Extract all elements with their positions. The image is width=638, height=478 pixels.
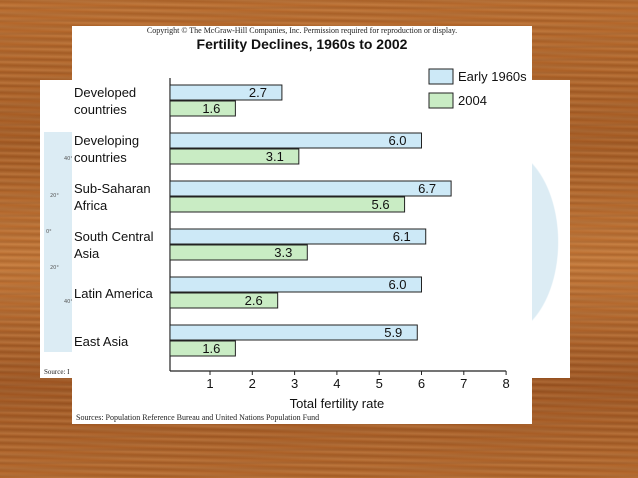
legend-swatch — [428, 68, 454, 85]
bar-value-label: 2.6 — [245, 293, 263, 308]
category-label: countries — [74, 102, 127, 117]
category-label: East Asia — [74, 334, 129, 349]
bar-value-label: 6.1 — [393, 229, 411, 244]
x-tick-label: 5 — [376, 376, 383, 391]
bar-early — [169, 180, 452, 197]
lat-label: 20° — [50, 265, 59, 271]
bar-chart: 1 2 3 4 5 6 7 8 Total fertility rate Developed cou… — [74, 68, 527, 411]
bar-value-label: 5.6 — [372, 197, 390, 212]
category-label: Asia — [74, 246, 100, 261]
bar-recent — [169, 244, 308, 261]
lat-label: 40° — [64, 299, 73, 305]
x-tick-label: 8 — [502, 376, 509, 391]
category-label: Developing — [74, 133, 139, 148]
lat-label: 40° — [64, 156, 73, 162]
bar-recent — [169, 148, 300, 165]
lat-label: 0° — [46, 229, 52, 235]
copyright-notice: Copyright © The McGraw-Hill Companies, I… — [146, 26, 458, 35]
bar-early — [169, 228, 427, 245]
bar-value-label: 5.9 — [384, 325, 402, 340]
category-label: South Central — [74, 229, 154, 244]
x-tick-label: 1 — [206, 376, 213, 391]
background-source-text: Source: I — [44, 368, 70, 376]
x-tick-label: 4 — [333, 376, 340, 391]
bar-value-label: 6.0 — [388, 277, 406, 292]
lat-label: 20° — [50, 193, 59, 199]
bar-value-label: 3.3 — [274, 245, 292, 260]
x-tick-label: 3 — [291, 376, 298, 391]
bar-recent — [169, 292, 279, 309]
category-label: countries — [74, 150, 127, 165]
bar-recent — [169, 196, 406, 213]
bar-early — [169, 84, 283, 101]
x-tick-label: 7 — [460, 376, 467, 391]
chart-title: Fertility Declines, 1960s to 2002 — [196, 36, 408, 52]
bar-early — [169, 276, 422, 293]
sources-note: Sources: Population Reference Bureau and… — [76, 413, 320, 422]
bar-value-label: 3.1 — [266, 149, 284, 164]
bar-recent — [169, 100, 236, 117]
x-axis-label: Total fertility rate — [290, 396, 385, 411]
bar-recent — [169, 340, 236, 357]
x-tick-label: 6 — [418, 376, 425, 391]
category-label: Africa — [74, 198, 108, 213]
chart-card: Copyright © The McGraw-Hill Companies, I… — [72, 26, 532, 424]
legend-label: Early 1960s — [458, 69, 527, 84]
bar-value-label: 6.7 — [418, 181, 436, 196]
category-label: Developed — [74, 85, 136, 100]
bar-value-label: 6.0 — [388, 133, 406, 148]
bar-value-label: 2.7 — [249, 85, 267, 100]
category-label: Latin America — [74, 286, 154, 301]
bar-value-label: 1.6 — [202, 101, 220, 116]
bar-early — [169, 132, 422, 149]
legend-label: 2004 — [458, 93, 487, 108]
bar-early — [169, 324, 418, 341]
category-label: Sub-Saharan — [74, 181, 151, 196]
x-tick-label: 2 — [249, 376, 256, 391]
legend-swatch — [428, 92, 454, 109]
bar-value-label: 1.6 — [202, 341, 220, 356]
